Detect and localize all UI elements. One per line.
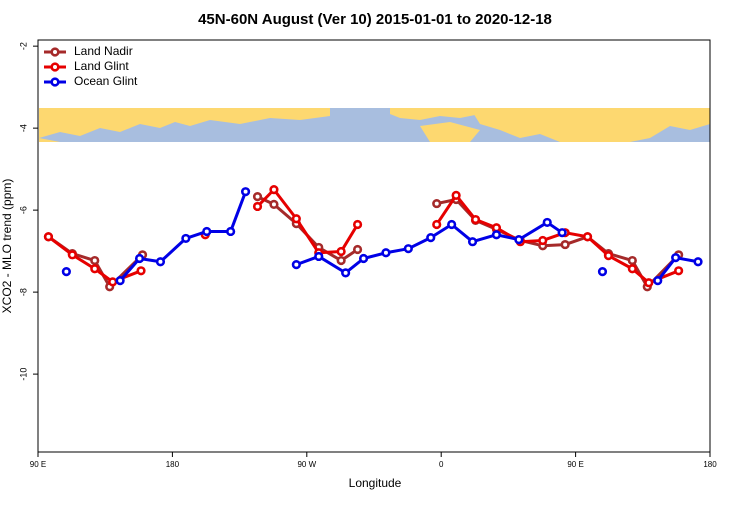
data-point xyxy=(352,219,363,230)
data-point xyxy=(252,201,263,212)
map-band xyxy=(39,108,710,142)
data-point xyxy=(181,233,191,244)
data-point xyxy=(542,217,552,228)
data-point xyxy=(136,266,146,276)
x-tick-label: 90 E xyxy=(30,460,46,469)
data-point xyxy=(644,278,654,288)
data-point xyxy=(451,190,461,200)
x-tick-label: 180 xyxy=(166,460,180,469)
data-point xyxy=(61,267,71,277)
data-point xyxy=(115,276,125,286)
legend-marker xyxy=(50,77,60,87)
chart-title: 45N-60N August (Ver 10) 2015-01-01 to 20… xyxy=(198,11,552,28)
data-point xyxy=(597,267,608,277)
y-tick-label: -8 xyxy=(18,288,28,296)
y-tick-label: -4 xyxy=(18,124,28,132)
x-tick-label: 90 E xyxy=(567,460,583,469)
legend-label: Ocean Glint xyxy=(74,74,138,88)
data-point xyxy=(432,219,442,230)
data-point xyxy=(653,276,663,286)
data-point xyxy=(557,228,567,238)
data-point xyxy=(336,255,346,266)
y-tick-label: -2 xyxy=(18,42,28,50)
data-point xyxy=(240,187,251,197)
data-point xyxy=(560,239,570,250)
data-point xyxy=(447,219,457,230)
data-point xyxy=(314,251,324,262)
data-point xyxy=(202,226,212,237)
data-point xyxy=(352,244,363,255)
data-point xyxy=(674,266,684,276)
data-point xyxy=(627,264,637,274)
data-point xyxy=(491,223,502,233)
data-point xyxy=(603,251,614,261)
data-point xyxy=(514,235,524,245)
data-point xyxy=(269,185,279,195)
data-point xyxy=(627,255,637,266)
y-tick-label: -6 xyxy=(18,206,28,214)
data-point xyxy=(90,255,100,266)
data-point xyxy=(582,232,593,242)
y-tick-label: -10 xyxy=(18,368,28,381)
data-point xyxy=(491,230,502,240)
data-point xyxy=(538,235,548,246)
data-point xyxy=(269,199,279,209)
data-point xyxy=(108,277,118,287)
data-point xyxy=(291,214,301,224)
plot-frame xyxy=(37,39,711,453)
legend-marker xyxy=(50,47,60,57)
x-axis-label: Longitude xyxy=(349,476,402,490)
data-point xyxy=(90,264,100,274)
data-point xyxy=(341,268,351,278)
data-point xyxy=(336,246,346,257)
data-point xyxy=(671,253,681,263)
x-tick-label: 90 W xyxy=(297,460,316,469)
data-point xyxy=(470,214,481,225)
data-point xyxy=(381,248,391,258)
data-point xyxy=(291,260,301,270)
data-point xyxy=(403,244,413,254)
data-point xyxy=(432,198,442,209)
data-point xyxy=(155,257,166,267)
data-point xyxy=(43,232,54,242)
legend-label: Land Glint xyxy=(74,59,129,73)
x-tick-label: 180 xyxy=(703,460,717,469)
legend-marker xyxy=(50,62,60,72)
data-point xyxy=(252,192,263,202)
data-point xyxy=(226,226,236,237)
data-point xyxy=(693,257,703,267)
y-axis-label: XCO2 - MLO trend (ppm) xyxy=(0,179,14,314)
data-point xyxy=(358,253,369,264)
data-point xyxy=(67,250,77,260)
x-tick-label: 0 xyxy=(439,460,444,469)
data-point xyxy=(467,237,478,247)
data-point xyxy=(134,253,145,264)
data-point xyxy=(426,232,436,243)
legend-label: Land Nadir xyxy=(74,44,133,58)
